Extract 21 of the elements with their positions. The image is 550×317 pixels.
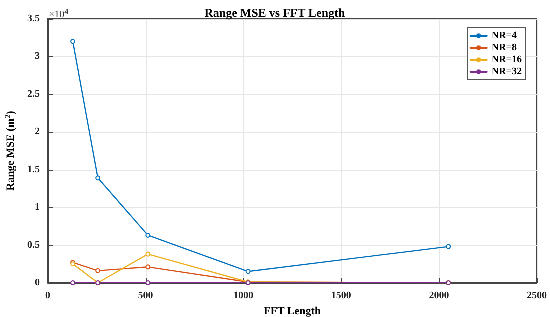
y-tick-label: 2.5 <box>28 88 40 100</box>
y-tick-label: 2 <box>35 126 40 138</box>
legend-label: NR=8 <box>492 42 518 54</box>
x-tick-label: 2000 <box>429 290 450 302</box>
legend-label: NR=32 <box>492 66 522 78</box>
x-tick-label: 1500 <box>331 290 352 302</box>
legend-label: NR=4 <box>492 30 518 42</box>
y-tick-label: 0.5 <box>28 240 40 251</box>
y-axis-title: Range MSE (m2) <box>4 110 17 191</box>
chart-title: Range MSE vs FFT Length <box>204 6 346 20</box>
x-axis-title: FFT Length <box>264 305 321 317</box>
x-tick-label: 1000 <box>234 290 254 302</box>
y-tick-label: 0 <box>35 278 40 288</box>
legend-label: NR=16 <box>492 54 522 66</box>
x-tick-label: 2500 <box>527 290 547 302</box>
y-tick-label: 3 <box>35 51 40 62</box>
x-tick-label: 0 <box>46 290 50 302</box>
y-tick-label: 1.5 <box>28 164 40 176</box>
y-tick-label: 1 <box>35 202 40 214</box>
x-tick-label: 500 <box>138 290 154 302</box>
y-tick-label: 3.5 <box>28 14 40 24</box>
